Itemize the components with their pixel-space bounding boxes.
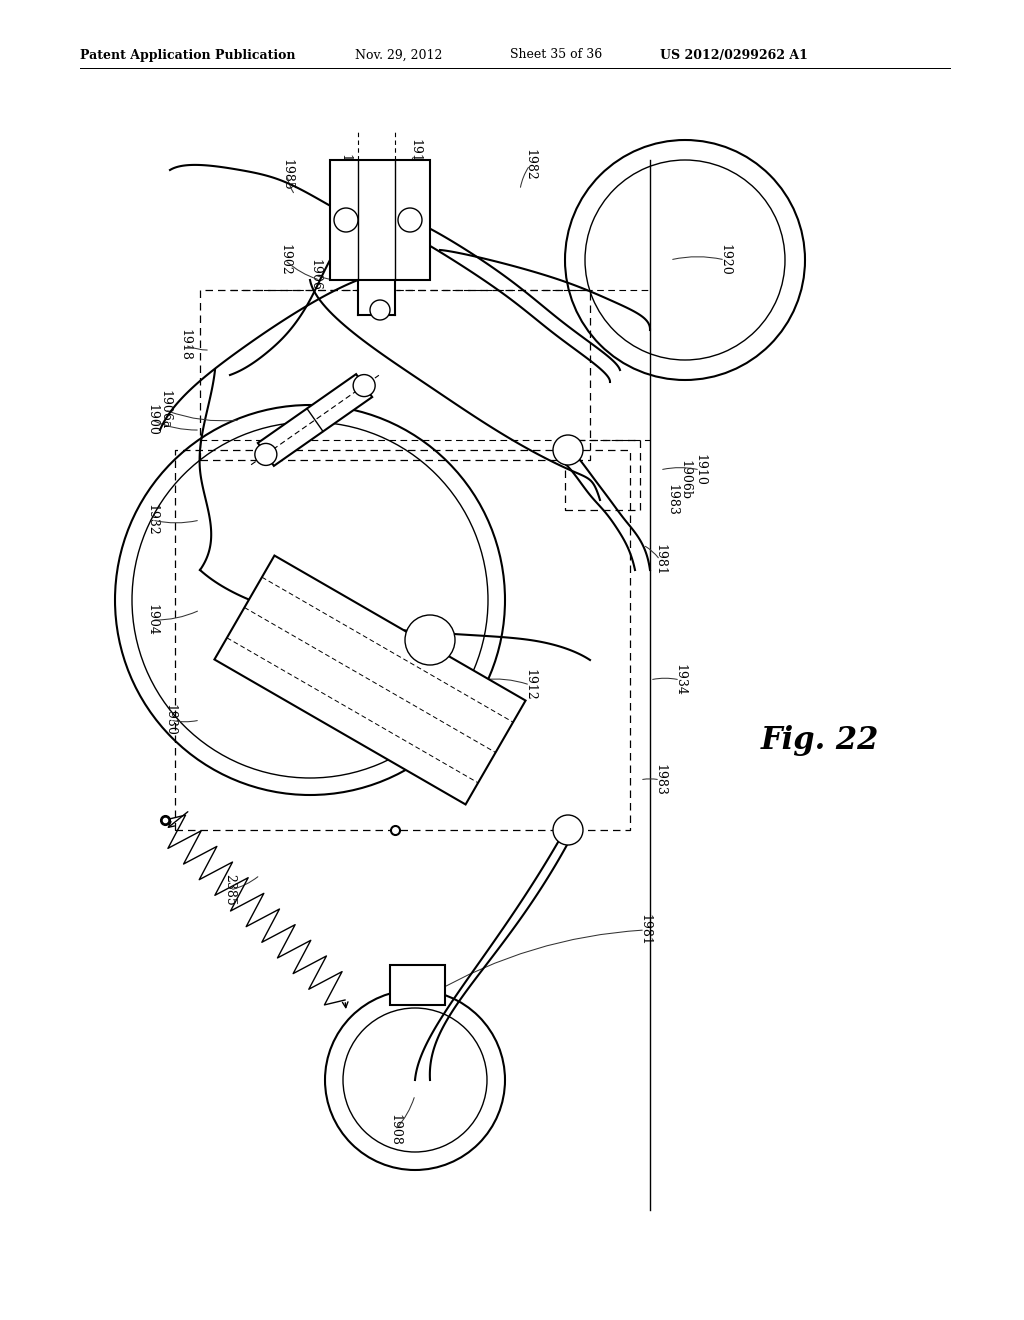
Text: 1900: 1900 bbox=[145, 404, 159, 436]
Text: 1982: 1982 bbox=[523, 149, 537, 181]
Text: Sheet 35 of 36: Sheet 35 of 36 bbox=[510, 49, 602, 62]
Text: 1980: 1980 bbox=[339, 154, 351, 186]
Text: Nov. 29, 2012: Nov. 29, 2012 bbox=[355, 49, 442, 62]
Text: 1906b: 1906b bbox=[679, 459, 691, 500]
Text: 1918: 1918 bbox=[178, 329, 191, 360]
Text: 1981: 1981 bbox=[653, 544, 667, 576]
Text: 1911: 1911 bbox=[409, 139, 422, 170]
Circle shape bbox=[353, 375, 375, 396]
Text: 1904: 1904 bbox=[145, 605, 159, 636]
Text: 1902: 1902 bbox=[279, 244, 292, 276]
Text: 1983: 1983 bbox=[653, 764, 667, 796]
Text: 1920: 1920 bbox=[719, 244, 731, 276]
Polygon shape bbox=[258, 374, 372, 466]
Circle shape bbox=[255, 444, 276, 466]
Circle shape bbox=[370, 300, 390, 319]
Text: 1934: 1934 bbox=[674, 664, 686, 696]
Text: 1983: 1983 bbox=[666, 484, 679, 516]
FancyBboxPatch shape bbox=[390, 965, 445, 1005]
Circle shape bbox=[553, 814, 583, 845]
Polygon shape bbox=[214, 556, 525, 804]
Circle shape bbox=[406, 615, 455, 665]
Text: 1985: 1985 bbox=[281, 160, 294, 191]
Text: 2385: 2385 bbox=[223, 874, 237, 906]
Text: 1906: 1906 bbox=[308, 259, 322, 290]
Text: Patent Application Publication: Patent Application Publication bbox=[80, 49, 296, 62]
Text: 1908: 1908 bbox=[388, 1114, 401, 1146]
Text: 1932: 1932 bbox=[145, 504, 159, 536]
FancyBboxPatch shape bbox=[330, 160, 430, 280]
Text: 1981: 1981 bbox=[639, 913, 651, 946]
Text: 1930: 1930 bbox=[164, 704, 176, 737]
Text: 1906a: 1906a bbox=[159, 391, 171, 430]
Text: 1910: 1910 bbox=[693, 454, 707, 486]
Text: 1912: 1912 bbox=[523, 669, 537, 701]
Circle shape bbox=[553, 436, 583, 465]
Text: US 2012/0299262 A1: US 2012/0299262 A1 bbox=[660, 49, 808, 62]
Text: Fig. 22: Fig. 22 bbox=[761, 725, 880, 755]
